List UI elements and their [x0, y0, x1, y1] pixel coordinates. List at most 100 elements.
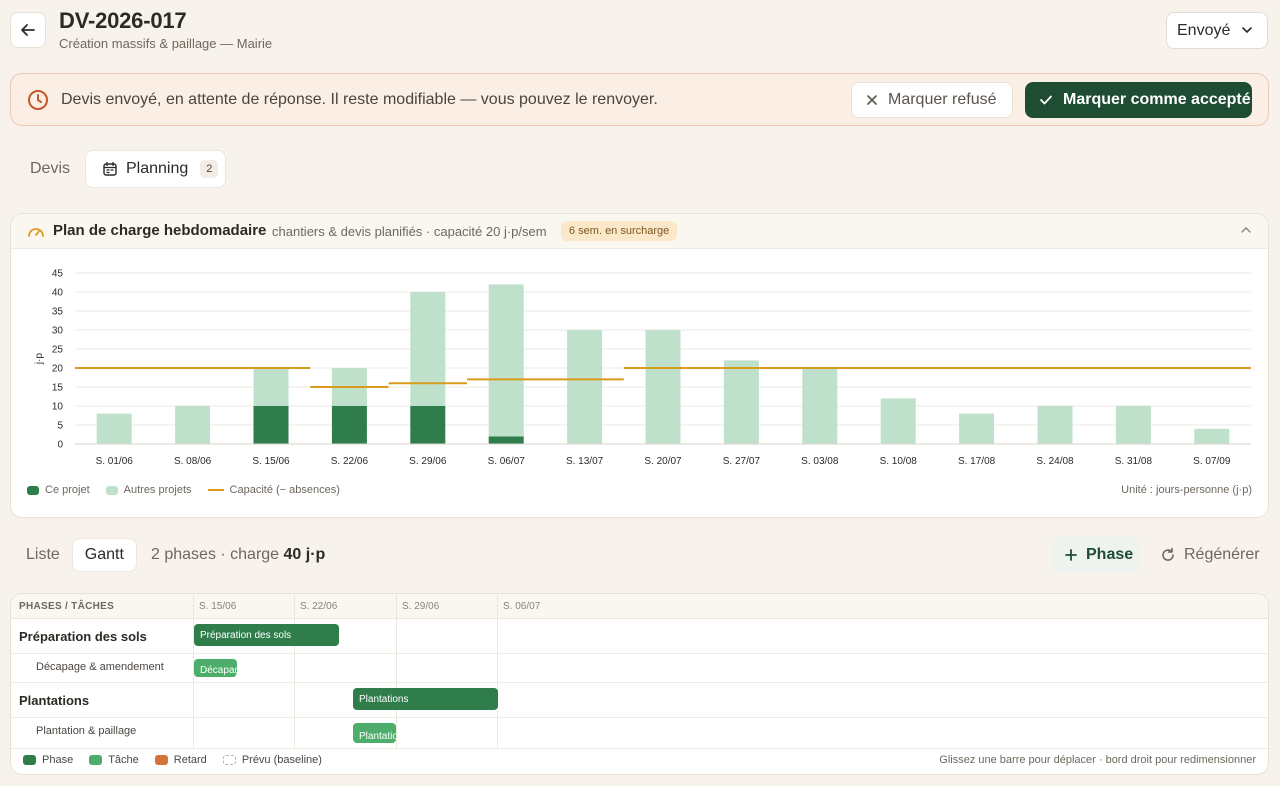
legend-other-projects: Autres projets	[105, 484, 192, 496]
bar-other-projects	[802, 368, 838, 444]
x-tick-label: S. 31/08	[1115, 456, 1153, 467]
x-tick-label: S. 24/08	[1036, 456, 1074, 467]
x-tick-label: S. 20/07	[644, 456, 682, 467]
bar-other-projects	[567, 330, 603, 444]
gantt-column-title: PHASES / TÂCHES	[19, 601, 115, 612]
gantt-hint: Glissez une barre pour déplacer · bord d…	[939, 754, 1256, 766]
y-tick-label: 0	[57, 440, 63, 451]
legend-baseline: Prévu (baseline)	[222, 754, 322, 766]
load-chart: 0 5 10 15 20 25 30 35 40 45 j·p S. 01/06 S. 08/06 S. …	[34, 269, 1251, 467]
x-tick-label: S. 17/08	[958, 456, 996, 467]
bar-other-projects	[96, 413, 132, 444]
gantt-week: S. 29/06	[402, 601, 440, 612]
gantt-row-task: Plantation & paillage Plantation & paill…	[11, 718, 1268, 749]
bar-other-projects	[175, 406, 211, 444]
bar-other-projects	[959, 413, 995, 444]
bar-this-project	[488, 436, 524, 444]
total-load-value: 40 j·p	[283, 546, 326, 563]
view-switch: Liste Gantt	[14, 538, 137, 572]
tab-planning[interactable]: Planning 2	[85, 150, 226, 188]
x-tick-label: S. 08/06	[174, 456, 212, 467]
clock-icon	[28, 90, 48, 110]
y-tick-label: 10	[52, 402, 64, 413]
mark-refused-button[interactable]: Marquer refusé	[851, 82, 1013, 118]
y-tick-label: 5	[57, 421, 63, 432]
legend-capacity: Capacité (− absences)	[207, 484, 340, 496]
chevron-up-icon[interactable]	[1240, 224, 1252, 236]
status-select[interactable]: Envoyé	[1166, 12, 1268, 49]
x-tick-label: S. 06/07	[488, 456, 526, 467]
page-title: DV-2026-017	[59, 8, 187, 33]
overload-badge: 6 sem. en surcharge	[561, 221, 678, 241]
gantt-row-phase: Plantations Plantations	[11, 683, 1268, 718]
gauge-icon	[28, 228, 44, 237]
gantt-week: S. 22/06	[300, 601, 338, 612]
gantt-phase-bar[interactable]: Plantations	[353, 688, 498, 710]
gantt-phase-bar[interactable]: Préparation des sols	[194, 624, 339, 646]
tab-planning-count: 2	[200, 160, 219, 178]
back-button[interactable]	[10, 12, 46, 48]
x-tick-label: S. 07/09	[1193, 456, 1231, 467]
legend-this-project: Ce projet	[27, 484, 90, 496]
page-subtitle: Création massifs & paillage — Mairie	[59, 36, 273, 51]
x-tick-label: S. 01/06	[96, 456, 134, 467]
bar-other-projects	[1115, 406, 1151, 444]
view-gantt-button[interactable]: Gantt	[71, 538, 137, 572]
gantt-week: S. 06/07	[503, 601, 541, 612]
x-tick-label: S. 03/08	[801, 456, 839, 467]
bar-this-project	[410, 406, 446, 444]
gantt-row-label: Décapage & amendement	[36, 661, 164, 673]
status-value: Envoyé	[1177, 21, 1231, 39]
y-tick-label: 15	[52, 383, 64, 394]
bar-this-project	[253, 406, 289, 444]
bar-other-projects	[645, 330, 681, 444]
y-tick-label: 35	[52, 307, 64, 318]
chevron-down-icon	[1242, 27, 1252, 34]
regenerate-button[interactable]: Régénérer	[1160, 537, 1260, 573]
legend-late: Retard	[154, 754, 207, 766]
bar-other-projects	[723, 360, 759, 444]
x-tick-label: S. 15/06	[252, 456, 290, 467]
gantt-row-label: Préparation des sols	[19, 629, 147, 644]
gantt-header: PHASES / TÂCHES S. 15/06 S. 22/06 S. 29/…	[11, 594, 1268, 619]
gantt-chart: PHASES / TÂCHES S. 15/06 S. 22/06 S. 29/…	[10, 593, 1269, 775]
x-tick-label: S. 22/06	[331, 456, 369, 467]
bar-other-projects	[1194, 428, 1230, 444]
bar-other-projects	[488, 284, 524, 437]
legend-task: Tâche	[89, 754, 139, 766]
gantt-summary: 2 phases · charge 40 j·p	[151, 546, 326, 563]
refresh-icon	[1162, 547, 1174, 561]
mark-accepted-button[interactable]: Marquer comme accepté	[1025, 82, 1252, 118]
y-tick-label: 45	[52, 269, 64, 280]
mark-refused-label: Marquer refusé	[888, 91, 997, 108]
calendar-icon	[103, 161, 117, 176]
arrow-left-icon	[21, 24, 35, 36]
load-plan-title: Plan de charge hebdomadaire	[53, 222, 267, 239]
gantt-task-bar[interactable]: Décapage & amendement	[194, 659, 237, 677]
bar-other-projects	[253, 368, 289, 406]
x-tick-label: S. 27/07	[723, 456, 761, 467]
add-phase-label: Phase	[1086, 546, 1134, 563]
close-icon	[867, 95, 877, 105]
x-tick-label: S. 13/07	[566, 456, 604, 467]
x-tick-label: S. 29/06	[409, 456, 447, 467]
view-list-button[interactable]: Liste	[26, 546, 60, 563]
banner-message: Devis envoyé, en attente de réponse. Il …	[61, 91, 658, 108]
legend-phase: Phase	[23, 754, 73, 766]
bar-other-projects	[1037, 406, 1073, 444]
x-tick-label: S. 10/08	[880, 456, 918, 467]
gantt-week: S. 15/06	[199, 601, 237, 612]
add-phase-button[interactable]: Phase	[1052, 537, 1140, 573]
y-tick-label: 30	[52, 326, 64, 337]
mark-accepted-label: Marquer comme accepté	[1063, 91, 1251, 108]
status-banner: Devis envoyé, en attente de réponse. Il …	[10, 73, 1269, 126]
load-plan-panel: Plan de charge hebdomadaire chantiers & …	[10, 213, 1269, 518]
y-tick-label: 25	[52, 345, 64, 356]
load-plan-header[interactable]: Plan de charge hebdomadaire chantiers & …	[11, 214, 1268, 249]
bar-other-projects	[880, 398, 916, 444]
gantt-task-bar[interactable]: Plantation & paillage	[353, 723, 396, 743]
gantt-legend: Phase Tâche Retard Prévu (baseline)	[23, 754, 322, 766]
gantt-row-task: Décapage & amendement Décapage & amendem…	[11, 654, 1268, 683]
y-axis-label: j·p	[34, 353, 45, 366]
tab-devis[interactable]: Devis	[30, 160, 71, 177]
